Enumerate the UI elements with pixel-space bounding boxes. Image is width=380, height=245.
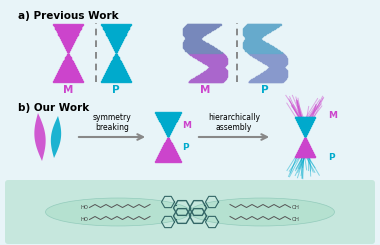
Text: symmetry
breaking: symmetry breaking	[93, 113, 131, 132]
Text: P: P	[261, 85, 269, 95]
Polygon shape	[34, 113, 46, 161]
Text: HO: HO	[80, 217, 88, 222]
Text: M: M	[63, 85, 73, 95]
Polygon shape	[51, 116, 61, 158]
Text: P: P	[328, 152, 335, 161]
Text: HO: HO	[80, 205, 88, 210]
Text: hierarchically
assembly: hierarchically assembly	[208, 113, 260, 132]
Ellipse shape	[190, 198, 334, 226]
Text: OH: OH	[292, 205, 300, 210]
Text: M: M	[182, 121, 191, 130]
Text: OH: OH	[292, 217, 300, 222]
Text: P: P	[182, 144, 188, 152]
Text: M: M	[200, 85, 210, 95]
Ellipse shape	[46, 198, 190, 226]
Text: b) Our Work: b) Our Work	[18, 103, 89, 113]
Text: M: M	[328, 110, 337, 120]
Text: a) Previous Work: a) Previous Work	[18, 11, 119, 21]
FancyBboxPatch shape	[5, 180, 375, 244]
Text: P: P	[112, 85, 120, 95]
